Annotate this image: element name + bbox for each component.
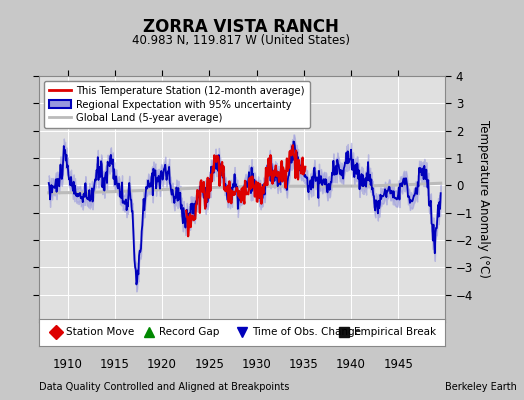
- Text: 1920: 1920: [147, 358, 177, 371]
- Text: 1915: 1915: [100, 358, 130, 371]
- Text: Empirical Break: Empirical Break: [354, 327, 436, 338]
- Y-axis label: Temperature Anomaly (°C): Temperature Anomaly (°C): [477, 120, 490, 278]
- Text: 1910: 1910: [53, 358, 83, 371]
- Text: 1930: 1930: [242, 358, 271, 371]
- Text: Data Quality Controlled and Aligned at Breakpoints: Data Quality Controlled and Aligned at B…: [39, 382, 290, 392]
- Text: Berkeley Earth: Berkeley Earth: [445, 382, 517, 392]
- Text: 40.983 N, 119.817 W (United States): 40.983 N, 119.817 W (United States): [132, 34, 350, 47]
- Legend: This Temperature Station (12-month average), Regional Expectation with 95% uncer: This Temperature Station (12-month avera…: [45, 81, 310, 128]
- Text: Record Gap: Record Gap: [159, 327, 220, 338]
- Text: 1945: 1945: [383, 358, 413, 371]
- Text: 1935: 1935: [289, 358, 319, 371]
- Text: 1940: 1940: [336, 358, 366, 371]
- Text: ZORRA VISTA RANCH: ZORRA VISTA RANCH: [143, 18, 339, 36]
- Text: Time of Obs. Change: Time of Obs. Change: [253, 327, 362, 338]
- Text: 1925: 1925: [194, 358, 224, 371]
- Text: Station Move: Station Move: [66, 327, 134, 338]
